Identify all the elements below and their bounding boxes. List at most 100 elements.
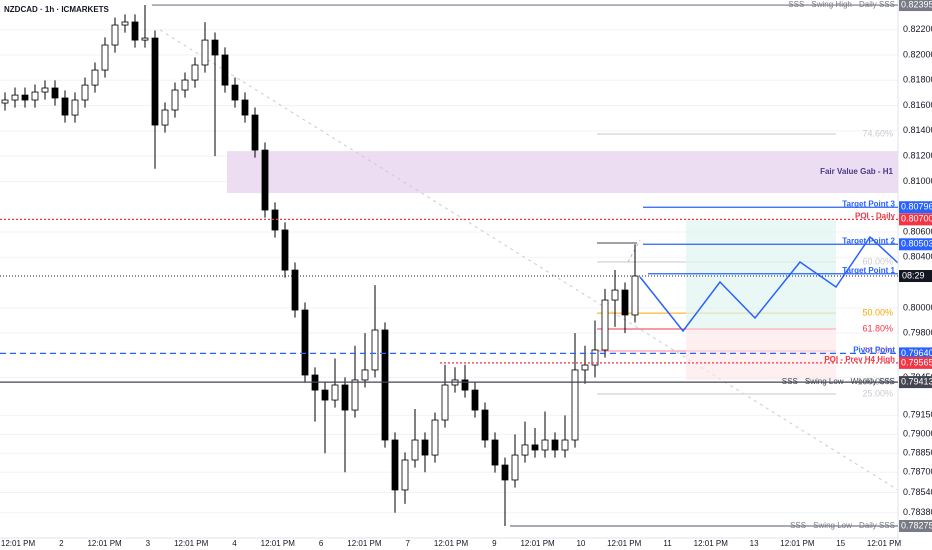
candle-body [611, 289, 619, 301]
price-tag-label: 0.78275 [901, 520, 932, 530]
fib-label: 25.00% [862, 388, 893, 398]
x-tick-label: 12:01 PM [520, 539, 555, 548]
candle-body [381, 329, 389, 441]
candle-body [481, 409, 489, 441]
candle-body [571, 369, 579, 441]
x-tick-label: 12:01 PM [347, 539, 382, 548]
candle-body [581, 364, 589, 371]
chart-title: NZDCAD · 1h · ICMARKETS [4, 5, 110, 14]
candle-body [231, 84, 239, 101]
projection-box [686, 328, 836, 380]
candle-body [401, 459, 409, 491]
candle-body [331, 384, 339, 401]
countdown-label: 08:29 [902, 270, 925, 280]
candle-body [371, 329, 379, 371]
candle-body [141, 37, 149, 41]
x-tick-label: 13 [750, 539, 759, 548]
candle-body [621, 289, 629, 316]
x-tick-label: 11 [663, 539, 672, 548]
fib-label: 74.60% [862, 128, 893, 138]
zone-label: Fair Value Gab - H1 [820, 167, 893, 176]
candle-body [101, 44, 109, 71]
x-tick-label: 9 [492, 539, 497, 548]
candle-body [491, 439, 499, 466]
candle-body [151, 37, 159, 126]
candle-body [181, 79, 189, 91]
projection-path [639, 235, 899, 333]
price-tag [899, 213, 932, 226]
candle-body [121, 21, 129, 26]
level-label: SSS - Swing Low - Daily SSS [790, 521, 895, 530]
fair-value-gap [227, 151, 898, 194]
x-tick-label: 12:01 PM [87, 539, 122, 548]
x-tick-label: 6 [319, 539, 324, 548]
level-label: POI - Prev H4 High [824, 355, 895, 364]
x-tick-label: 12:01 PM [261, 539, 296, 548]
price-tag-label: 0.82395 [901, 0, 932, 9]
candle-body [361, 369, 369, 381]
x-tick-label: 4 [232, 539, 237, 548]
x-tick-label: 12:01 PM [1, 539, 36, 548]
candle-body [501, 464, 509, 481]
candle-body [391, 439, 399, 491]
level-label: POI - Daily [855, 211, 896, 220]
candle-body [461, 379, 469, 391]
candle-body [521, 444, 529, 456]
candle-body [201, 39, 209, 66]
projection-guide [627, 239, 641, 263]
price-tag [899, 201, 932, 214]
level-label: Target Point 2 [842, 236, 895, 245]
candle-body [601, 299, 609, 351]
price-tag-label: 0.79413 [901, 376, 932, 386]
level-label: Target Point 3 [842, 199, 895, 208]
candle-body [211, 39, 219, 56]
price-tag [899, 356, 932, 369]
candle-body [561, 439, 569, 451]
candle-body [441, 384, 449, 421]
x-tick-label: 12:01 PM [174, 539, 209, 548]
countdown-tag [899, 270, 932, 283]
candle-body [21, 94, 29, 101]
candle-body [41, 87, 49, 93]
level-label: Target Point 1 [842, 266, 895, 275]
level-label: SSS - Swing High - Daily SSS [788, 0, 895, 9]
y-tick-label: 0.78380 [903, 507, 932, 517]
x-tick-label: 7 [405, 539, 410, 548]
fib-label: 60.00% [862, 256, 893, 266]
candle-body [161, 109, 169, 126]
fib-label: 100.00% [857, 376, 893, 386]
price-tag-label: 0.80700 [901, 214, 932, 224]
trend-line [159, 29, 899, 491]
candle-body [221, 54, 229, 86]
price-tag [899, 347, 932, 360]
candle-body [591, 349, 599, 366]
level-label: SSS - Swing Low - Weekly SSS [782, 377, 895, 386]
price-tag-label: 0.80503 [901, 239, 932, 249]
x-tick-label: 12:01 PM [607, 539, 642, 548]
candle-body [81, 84, 89, 101]
x-tick-label: 12:01 PM [780, 539, 815, 548]
price-tag-label: 0.79640 [901, 348, 932, 358]
candle-body [631, 275, 639, 316]
candle-body [341, 384, 349, 411]
candle-body [111, 24, 119, 46]
x-tick-label: 15 [836, 539, 845, 548]
level-label: Pivot Point [853, 346, 895, 355]
candle-body [531, 444, 539, 451]
candle-body [61, 97, 69, 116]
fib-label: 50.00% [862, 307, 893, 317]
candle-body [31, 91, 39, 101]
candle-body [291, 269, 299, 311]
x-tick-label: 10 [576, 539, 585, 548]
candle-body [281, 229, 289, 271]
candle-body [541, 439, 549, 451]
fib-label: 78.60% [862, 345, 893, 355]
